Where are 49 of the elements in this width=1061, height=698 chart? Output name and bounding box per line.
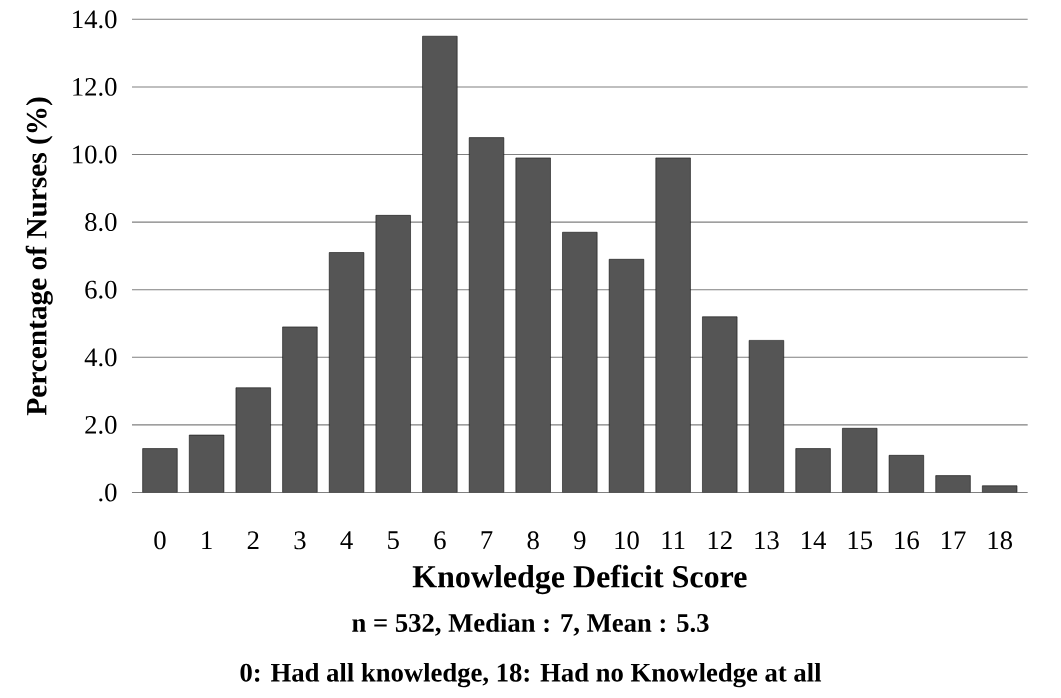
bar [375,215,411,493]
y-tick-label: 6.0 [85,280,117,299]
text: n = 532, Median : 7, Mean : 5.3 [352,613,709,636]
bar [235,387,271,493]
text: 0: Had all knowledge, 18: Had no Knowledge at all [240,663,822,688]
bar [422,36,458,493]
bar [329,252,364,493]
x-tick-label: 6 [434,531,446,550]
x-tick-label: 7 [481,531,493,549]
x-tick-label: 11 [662,531,685,550]
x-tick-label: 9 [574,531,586,550]
y-tick-label: 4.0 [84,348,117,367]
x-tick-label: 12 [708,531,732,550]
bar [562,232,598,493]
bar [142,448,178,493]
bar [935,475,971,493]
bar [609,259,644,493]
x-tick-label: 15 [848,531,873,550]
x-tick-label: 0 [154,531,166,550]
x-tick-label: 14 [802,531,826,550]
y-tick-label: 8.0 [85,213,117,232]
y-tick-label: 12.0 [73,77,117,97]
x-tick-label: 10 [615,531,639,550]
bar [842,428,878,493]
y-tick-label: 2.0 [85,415,117,435]
x-tick-label: 4 [340,531,353,549]
x-tick-label: 1 [202,531,212,550]
x-tick-label: 17 [942,531,966,550]
y-axis-title: Percentage of Nurses (%) [25,97,53,416]
bar [795,448,831,493]
x-tick-label: 18 [988,531,1012,550]
bar [702,316,738,493]
y-tick-label: .0 [99,483,117,502]
x-tick-label: 2 [247,531,259,550]
y-tick-label: 10.0 [73,145,117,164]
x-axis-title: Knowledge Deficit Score [412,564,747,595]
bar [515,158,551,493]
bar [469,137,504,493]
bar [889,455,924,493]
x-tick-label: 8 [527,531,539,550]
x-tick-label: 5 [388,531,399,550]
y-tick-label: 14.0 [73,10,117,29]
x-tick-label: 13 [755,531,779,550]
bar [749,340,784,493]
bar [282,326,318,493]
bar [655,158,691,493]
x-tick-label: 3 [294,531,306,550]
bar [189,435,224,493]
x-tick-label: 16 [895,531,919,550]
